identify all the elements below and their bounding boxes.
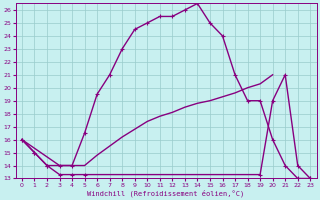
- X-axis label: Windchill (Refroidissement éolien,°C): Windchill (Refroidissement éolien,°C): [87, 189, 245, 197]
